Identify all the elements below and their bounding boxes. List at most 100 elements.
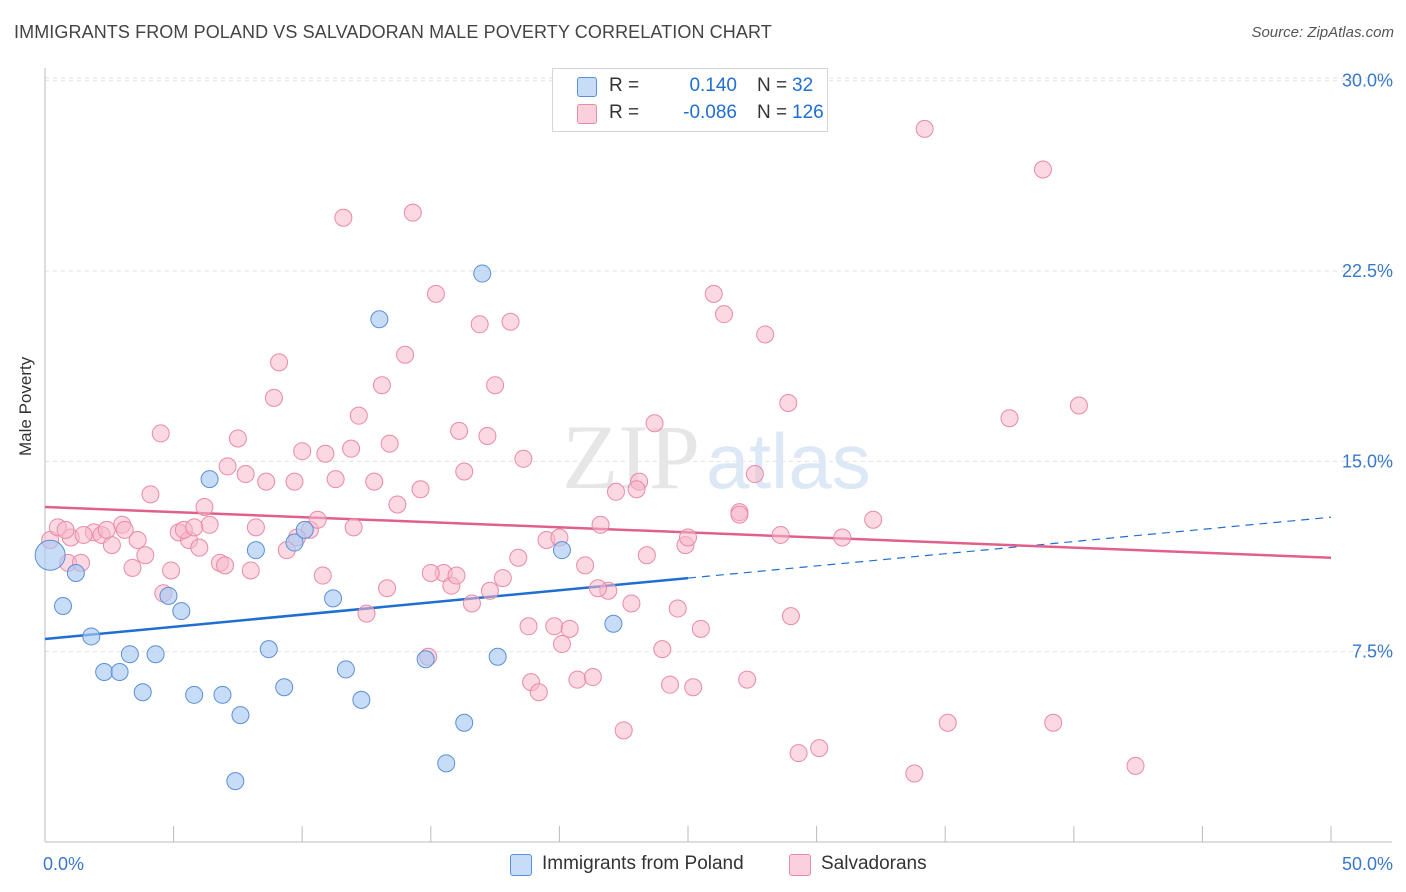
salvadorans-point xyxy=(151,424,170,443)
poland-point xyxy=(66,564,85,583)
salvadorans-point xyxy=(396,345,415,364)
salvadorans-point xyxy=(704,284,723,303)
salvadorans-point xyxy=(241,561,260,580)
bottom-legend-label-salvadorans: Salvadorans xyxy=(821,853,927,874)
salvadorans-point xyxy=(1044,713,1063,732)
poland-point xyxy=(259,640,278,659)
legend-n-value: 126 xyxy=(792,102,824,123)
salvadorans-point xyxy=(349,406,368,425)
salvadorans-point xyxy=(779,393,798,412)
poland-point xyxy=(324,589,343,608)
salvadorans-point xyxy=(745,465,764,484)
salvadorans-point xyxy=(102,536,121,555)
salvadorans-point xyxy=(864,510,883,529)
salvadorans-point xyxy=(501,312,520,331)
salvadorans-point xyxy=(216,556,235,575)
data-points xyxy=(34,119,1145,791)
legend-n-label: N = xyxy=(757,102,788,123)
chart-title: IMMIGRANTS FROM POLAND VS SALVADORAN MAL… xyxy=(14,22,772,42)
poland-point xyxy=(200,470,219,489)
salvadorans-point xyxy=(270,353,289,372)
y-tick-label: 30.0% xyxy=(1342,71,1393,91)
salvadorans-point xyxy=(545,617,564,636)
salvadorans-point xyxy=(627,480,646,499)
salvadorans-point xyxy=(115,520,134,539)
salvadorans-point xyxy=(637,546,656,565)
poland-point xyxy=(82,627,101,646)
axes xyxy=(44,68,1392,843)
salvadorans-point xyxy=(372,376,391,395)
salvadorans-point xyxy=(218,457,237,476)
x-tick-label: 0.0% xyxy=(43,854,84,874)
x-tick-label: 50.0% xyxy=(1342,854,1393,874)
salvadorans-point xyxy=(1069,396,1088,415)
salvadorans-point xyxy=(455,462,474,481)
salvadorans-point xyxy=(738,670,757,689)
poland-point xyxy=(159,586,178,605)
salvadorans-point xyxy=(614,721,633,740)
salvadorans-point xyxy=(316,444,335,463)
legend-r-value: 0.140 xyxy=(689,75,737,96)
bottom-legend-swatch-salvadorans xyxy=(789,854,811,876)
poland-point xyxy=(185,685,204,704)
salvadorans-point xyxy=(905,764,924,783)
salvadorans-point xyxy=(141,485,160,504)
salvadorans-point xyxy=(1126,756,1145,775)
poland-point xyxy=(488,647,507,666)
poland-trend-extension xyxy=(687,516,1332,579)
salvadorans-point xyxy=(684,678,703,697)
poland-point xyxy=(54,596,73,615)
salvadorans-point xyxy=(1033,160,1052,179)
salvadorans-point xyxy=(810,739,829,758)
salvadorans-point xyxy=(462,594,481,613)
poland-point xyxy=(213,685,232,704)
salvadorans-point xyxy=(730,505,749,524)
salvadorans-point xyxy=(123,558,142,577)
legend-r-value: -0.086 xyxy=(683,102,737,123)
salvadorans-point xyxy=(257,472,276,491)
salvadorans-point xyxy=(668,599,687,618)
salvadorans-point xyxy=(552,635,571,654)
salvadorans-point xyxy=(403,203,422,222)
salvadorans-point xyxy=(576,556,595,575)
salvadorans-point xyxy=(478,426,497,445)
salvadorans-point xyxy=(285,472,304,491)
salvadorans-point xyxy=(560,619,579,638)
poland-point xyxy=(95,662,114,681)
salvadorans-point xyxy=(450,421,469,440)
legend-swatch-poland xyxy=(577,77,597,97)
salvadorans-point xyxy=(365,472,384,491)
legend-r-label: R = xyxy=(609,75,640,96)
salvadorans-point xyxy=(938,713,957,732)
poland-point xyxy=(172,602,191,621)
salvadorans-point xyxy=(308,510,327,529)
poland-point xyxy=(295,520,314,539)
salvadorans-point xyxy=(622,594,641,613)
salvadorans-point xyxy=(380,434,399,453)
poland-point xyxy=(552,541,571,560)
salvadorans-point xyxy=(509,548,528,567)
poland-point xyxy=(285,533,304,552)
salvadorans-point xyxy=(529,683,548,702)
salvadorans-point xyxy=(653,640,672,659)
poland-point xyxy=(473,264,492,283)
poland-point xyxy=(133,683,152,702)
y-tick-label: 7.5% xyxy=(1352,642,1393,662)
salvadorans-point xyxy=(264,388,283,407)
salvadorans-point xyxy=(756,325,775,344)
salvadorans-point xyxy=(246,518,265,537)
salvadorans-point xyxy=(388,495,407,514)
salvadorans-point xyxy=(833,528,852,547)
salvadorans-point xyxy=(334,208,353,227)
salvadorans-point xyxy=(1000,409,1019,428)
bottom-legend-label-poland: Immigrants from Poland xyxy=(542,853,744,874)
poland-point xyxy=(110,662,129,681)
poland-point xyxy=(231,706,250,725)
salvadorans-point xyxy=(344,518,363,537)
legend-swatch-salvadorans xyxy=(577,104,597,124)
salvadorans-point xyxy=(342,439,361,458)
poland-point xyxy=(437,754,456,773)
salvadorans-point xyxy=(691,619,710,638)
salvadorans-point xyxy=(447,566,466,585)
